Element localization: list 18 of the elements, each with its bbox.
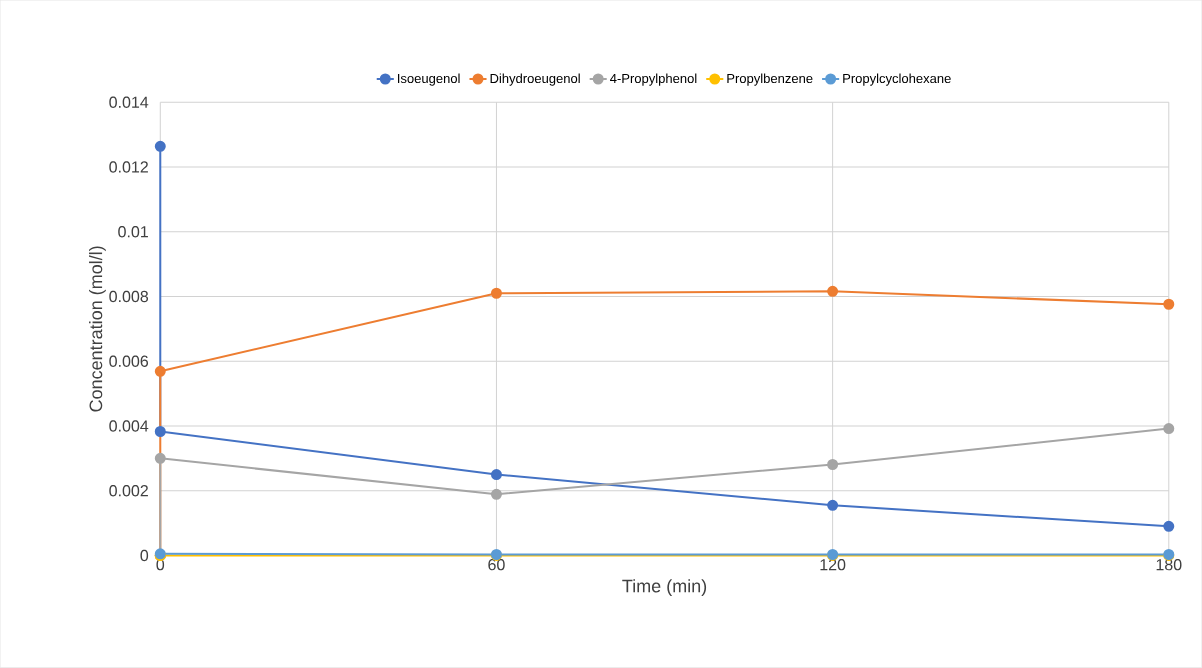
y-tick-label: 0.008: [109, 290, 149, 303]
y-tick-label: 0.006: [109, 355, 149, 368]
y-tick-label: 0.01: [118, 226, 148, 238]
legend-label: Dihydroeugenol: [490, 73, 580, 86]
y-tick-label: 0.002: [109, 485, 148, 497]
y-tick-label: 0: [140, 549, 149, 562]
y-tick-label: 0.004: [109, 420, 149, 432]
y-tick-label: 0.012: [109, 161, 148, 173]
x-tick-label: 60: [488, 559, 505, 571]
x-axis-title: Time (min): [622, 579, 707, 597]
legend-label: Propylbenzene: [727, 73, 813, 86]
legend-label: Isoeugenol: [398, 73, 460, 86]
y-axis-title: Concentration (mol/l): [89, 246, 106, 412]
y-tick-label: 0.014: [109, 96, 149, 109]
legend-label: 4-Propylphenol: [610, 73, 697, 86]
legend-label: Propylcyclohexane: [843, 73, 951, 86]
x-tick-label: 180: [1156, 559, 1182, 571]
x-tick-label: 120: [820, 559, 846, 571]
